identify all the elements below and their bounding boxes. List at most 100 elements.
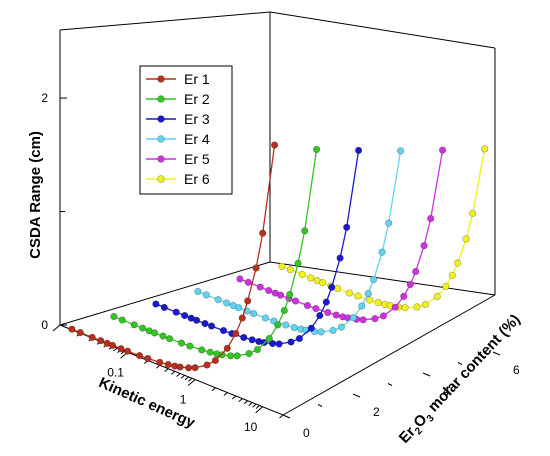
data-point (123, 347, 132, 355)
legend-marker (157, 175, 165, 183)
data-point (108, 341, 117, 350)
legend-label: Er 3 (184, 111, 210, 127)
legend-item-er-5: Er 5 (146, 151, 210, 167)
legend-marker (157, 75, 165, 83)
data-point (214, 296, 222, 304)
y-tick-label-0: 0 (303, 426, 310, 440)
legend-box (139, 65, 233, 195)
y-minor-tick (457, 362, 463, 365)
data-point (135, 352, 144, 360)
data-point (364, 289, 372, 298)
x-tick-mark (188, 377, 193, 382)
series-er-2 (110, 145, 321, 360)
data-point (379, 312, 388, 320)
y-tick-3 (492, 351, 501, 356)
z-axis: 02 (41, 91, 67, 332)
legend-item-er-1: Er 1 (146, 71, 210, 87)
data-point (244, 297, 252, 305)
x-tick-mark (184, 376, 189, 381)
data-point (391, 303, 399, 311)
data-point (256, 283, 264, 291)
data-point (316, 312, 324, 320)
z-tick-label-0: 0 (41, 318, 48, 332)
data-point (271, 141, 279, 149)
data-point (166, 335, 174, 343)
data-point (206, 348, 214, 356)
series-er-6 (278, 145, 489, 312)
data-point (358, 302, 366, 310)
data-point (397, 147, 405, 155)
data-point (343, 223, 351, 231)
data-point (324, 308, 332, 317)
data-point (366, 296, 374, 304)
data-point (248, 336, 256, 344)
series-er-5 (236, 146, 447, 324)
z-axis-title: CSDA Range (cm) (27, 131, 44, 259)
data-point (172, 308, 180, 316)
x-tick-mark (180, 374, 185, 379)
data-point (211, 356, 219, 365)
data-point (208, 322, 216, 330)
data-point (317, 328, 325, 336)
data-point (259, 229, 267, 237)
data-point (265, 286, 273, 295)
y-tick-1 (352, 393, 361, 398)
data-point (202, 291, 210, 299)
data-point (232, 329, 240, 338)
data-point (110, 313, 118, 321)
x-tick-label-0: 0.1 (107, 365, 124, 379)
x-tick-label-2: 10 (244, 420, 258, 434)
data-point (218, 351, 226, 359)
y-axis-title-sub3: 3 (425, 413, 437, 425)
data-point (359, 316, 367, 324)
data-point (469, 209, 477, 217)
series-er-3 (152, 146, 363, 348)
data-point (294, 259, 302, 267)
data-point (345, 289, 354, 297)
data-point (223, 344, 231, 352)
data-point (295, 334, 304, 343)
data-point (130, 321, 138, 329)
data-point (413, 303, 421, 311)
data-point (312, 305, 320, 313)
legend-label: Er 2 (184, 91, 210, 107)
y-tick-0 (282, 414, 291, 419)
data-point (442, 282, 450, 290)
data-point (481, 145, 489, 153)
data-point (307, 324, 315, 332)
data-point (278, 262, 286, 270)
data-point (290, 323, 298, 332)
data-point (253, 346, 261, 354)
data-point (160, 303, 168, 312)
data-point (223, 299, 231, 307)
y-tick-label-1: 2 (373, 405, 380, 419)
x-tick-mark (255, 405, 260, 409)
y-axis: 0 2 4 6 (282, 351, 520, 440)
x-tick-mark (223, 392, 228, 396)
data-point (201, 320, 209, 328)
data-point (88, 333, 96, 342)
data-point (421, 300, 430, 309)
data-point (371, 315, 379, 323)
data-point (151, 329, 159, 337)
data-point (292, 297, 300, 305)
data-point (265, 334, 273, 343)
data-point (427, 214, 435, 223)
data-point (412, 267, 420, 276)
legend-label: Er 5 (184, 151, 210, 167)
data-point (203, 361, 211, 369)
data-point (76, 329, 84, 337)
box-floor-back-edges (59, 261, 496, 326)
x-tick-mark (187, 379, 196, 386)
data-point (385, 219, 393, 227)
data-point (462, 235, 470, 243)
data-point (401, 304, 409, 312)
legend-item-er-2: Er 2 (146, 91, 210, 107)
legend-label: Er 6 (184, 171, 210, 187)
data-point (337, 323, 346, 331)
y-axis-title: Er2O3 molar content (%) (396, 311, 526, 449)
x-tick-label-1: 1 (180, 393, 187, 407)
data-point (448, 271, 456, 279)
data-point (236, 275, 244, 283)
